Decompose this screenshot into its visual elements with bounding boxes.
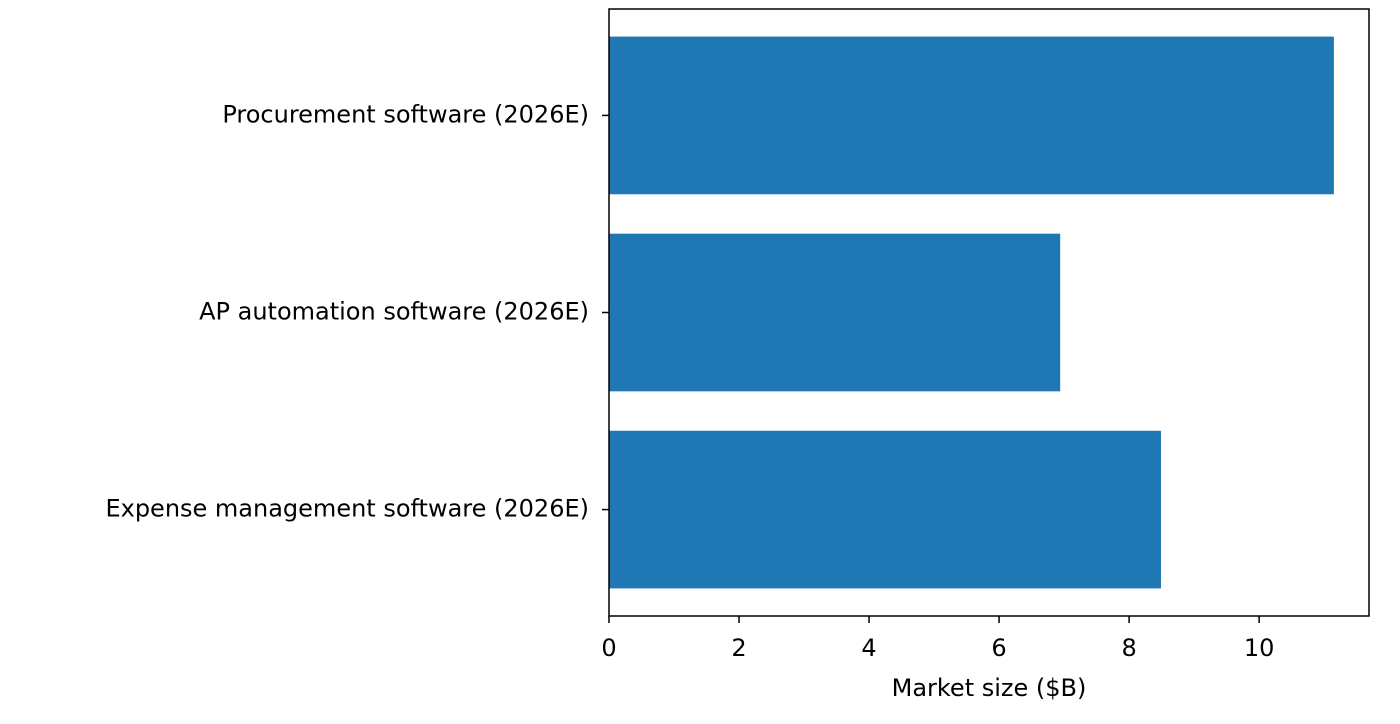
x-tick-label: 0 xyxy=(601,634,616,662)
bar xyxy=(609,430,1161,589)
x-tick-label: 2 xyxy=(731,634,746,662)
x-tick-label: 8 xyxy=(1121,634,1136,662)
x-tick-label: 10 xyxy=(1244,634,1275,662)
x-tick-label: 4 xyxy=(861,634,876,662)
y-tick-label: Procurement software (2026E) xyxy=(222,100,589,128)
bar xyxy=(609,36,1334,195)
y-tick-label: Expense management software (2026E) xyxy=(105,495,589,523)
x-tick-label: 6 xyxy=(991,634,1006,662)
y-tick-label: AP automation software (2026E) xyxy=(199,298,589,326)
plot-frame xyxy=(608,8,1370,617)
x-axis-label: Market size ($B) xyxy=(892,674,1087,702)
bar xyxy=(609,233,1061,392)
